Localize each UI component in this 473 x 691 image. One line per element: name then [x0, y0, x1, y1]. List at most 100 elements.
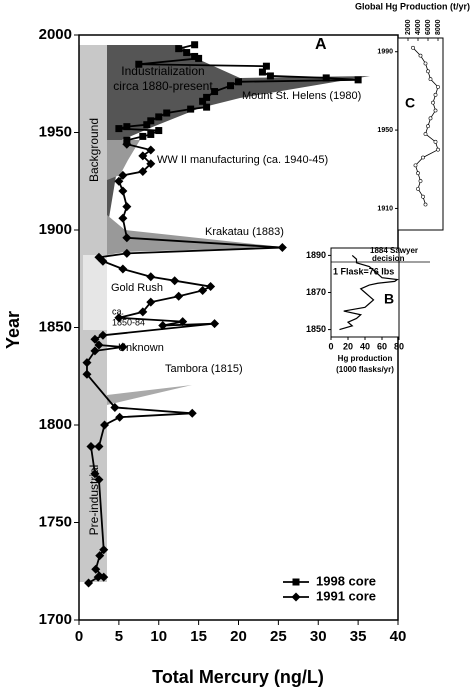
square-marker — [163, 109, 171, 117]
annotation: Tambora (1815) — [165, 363, 243, 375]
panel-background — [398, 38, 443, 230]
diamond-marker — [277, 243, 287, 253]
circle-marker — [428, 116, 433, 121]
square-marker — [115, 125, 123, 133]
diamond-marker — [82, 369, 92, 379]
square-marker — [354, 76, 362, 84]
diamond-marker — [178, 317, 188, 327]
circle-marker — [418, 53, 423, 58]
circle-marker — [423, 132, 428, 136]
diamond-marker — [90, 346, 100, 356]
diamond-marker — [146, 272, 156, 282]
square-marker — [143, 121, 151, 129]
annotation: 1884 Sawyer — [370, 246, 418, 255]
x-tick-label: 20 — [230, 628, 247, 645]
plot-frame — [397, 37, 444, 231]
x-tick-label: 10 — [150, 628, 167, 645]
diamond-marker — [110, 402, 120, 412]
square-marker — [235, 78, 242, 86]
circle-marker — [421, 155, 425, 160]
annotation: Unknown — [118, 342, 164, 354]
square-marker — [175, 45, 183, 53]
annotation: Krakatau (1883) — [205, 226, 284, 238]
circle-marker — [433, 108, 438, 113]
x-tick-label: 40 — [360, 342, 370, 352]
diamond-marker — [118, 342, 128, 352]
y-tick-label: 1800 — [39, 416, 72, 433]
annotation: 1 Flask=76 lbs — [333, 266, 394, 276]
legend-label: 1998 core — [316, 573, 376, 588]
diamond-marker — [95, 551, 105, 561]
diamond-marker — [94, 441, 104, 451]
x-tick-label: 25 — [270, 628, 287, 645]
square-marker — [191, 52, 199, 60]
diamond-marker — [118, 264, 128, 274]
square-marker — [155, 113, 163, 121]
x-tick-label: 80 — [394, 342, 404, 352]
annotation: Background — [87, 118, 101, 182]
square-marker — [147, 117, 155, 125]
x-tick-label: 30 — [310, 628, 327, 645]
ww2-region — [107, 140, 140, 180]
y-tick-label: 1870 — [306, 287, 326, 297]
circle-marker — [433, 139, 438, 144]
series-line — [118, 43, 359, 142]
y-tick-label: 1750 — [39, 513, 72, 530]
square-marker — [266, 72, 274, 80]
y-tick-label: 1700 — [39, 611, 72, 628]
square-marker — [203, 93, 211, 101]
diamond-marker — [114, 313, 124, 323]
diamond-marker — [90, 469, 100, 479]
diamond-marker — [98, 330, 108, 340]
circle-marker — [418, 179, 423, 183]
diamond-marker — [94, 252, 104, 262]
circle-marker — [416, 186, 420, 191]
x-tick-label: 35 — [350, 628, 367, 645]
annotation: circa 1880-present — [113, 79, 213, 93]
circle-marker — [426, 69, 430, 74]
y-tick-label: 1900 — [39, 221, 72, 238]
annotation: WW II manufacturing (ca. 1940-45) — [157, 154, 328, 166]
diamond-marker — [82, 358, 92, 368]
x-axis-title: Total Mercury (ng/L) — [152, 667, 324, 687]
x-axis-title: Global Hg Production (t/yr) — [355, 1, 470, 11]
square-marker — [211, 88, 219, 96]
chart-layer: 0 5 10 15 20 25 30 35 40 1700 1750 1800 1850 1900 1950… — [3, 1, 470, 686]
x-axis-title: Hg production — [338, 354, 393, 363]
square-marker — [139, 132, 147, 140]
square-marker — [147, 130, 155, 138]
square-marker — [135, 60, 143, 68]
diamond-marker — [115, 412, 125, 422]
diamond-marker — [99, 545, 109, 555]
diamond-marker — [138, 167, 148, 176]
annotation: Industrialization — [121, 64, 204, 78]
y-axis-title: Year — [3, 311, 23, 349]
diamond-marker — [84, 578, 94, 588]
circle-marker — [436, 85, 440, 89]
circle-marker — [423, 202, 428, 207]
square-marker — [183, 49, 191, 57]
annotation: B — [384, 291, 394, 307]
diamond-marker — [206, 282, 216, 292]
diamond-marker — [122, 248, 132, 258]
diamond-marker — [91, 564, 101, 574]
diamond-marker — [146, 159, 156, 169]
x-tick-label: 6000 — [425, 19, 432, 35]
legend-marker — [292, 578, 300, 586]
diamond-marker — [146, 297, 156, 307]
x-tick-label: 8000 — [435, 19, 442, 35]
x-tick-label: 60 — [377, 342, 387, 352]
square-marker — [199, 97, 207, 105]
diamond-marker — [99, 572, 109, 582]
x-tick-label: 0 — [75, 628, 83, 645]
annotation: ca. — [112, 306, 124, 316]
x-tick-label: 20 — [343, 342, 353, 352]
annotation: Pre-industrial — [87, 465, 101, 536]
annotation: Gold Rush — [111, 282, 163, 294]
y-tick-label: 1910 — [377, 205, 393, 212]
y-tick-label: 1950 — [377, 127, 393, 134]
circle-marker — [426, 124, 430, 129]
gold-rush-band — [83, 255, 107, 330]
diamond-marker — [94, 340, 104, 350]
